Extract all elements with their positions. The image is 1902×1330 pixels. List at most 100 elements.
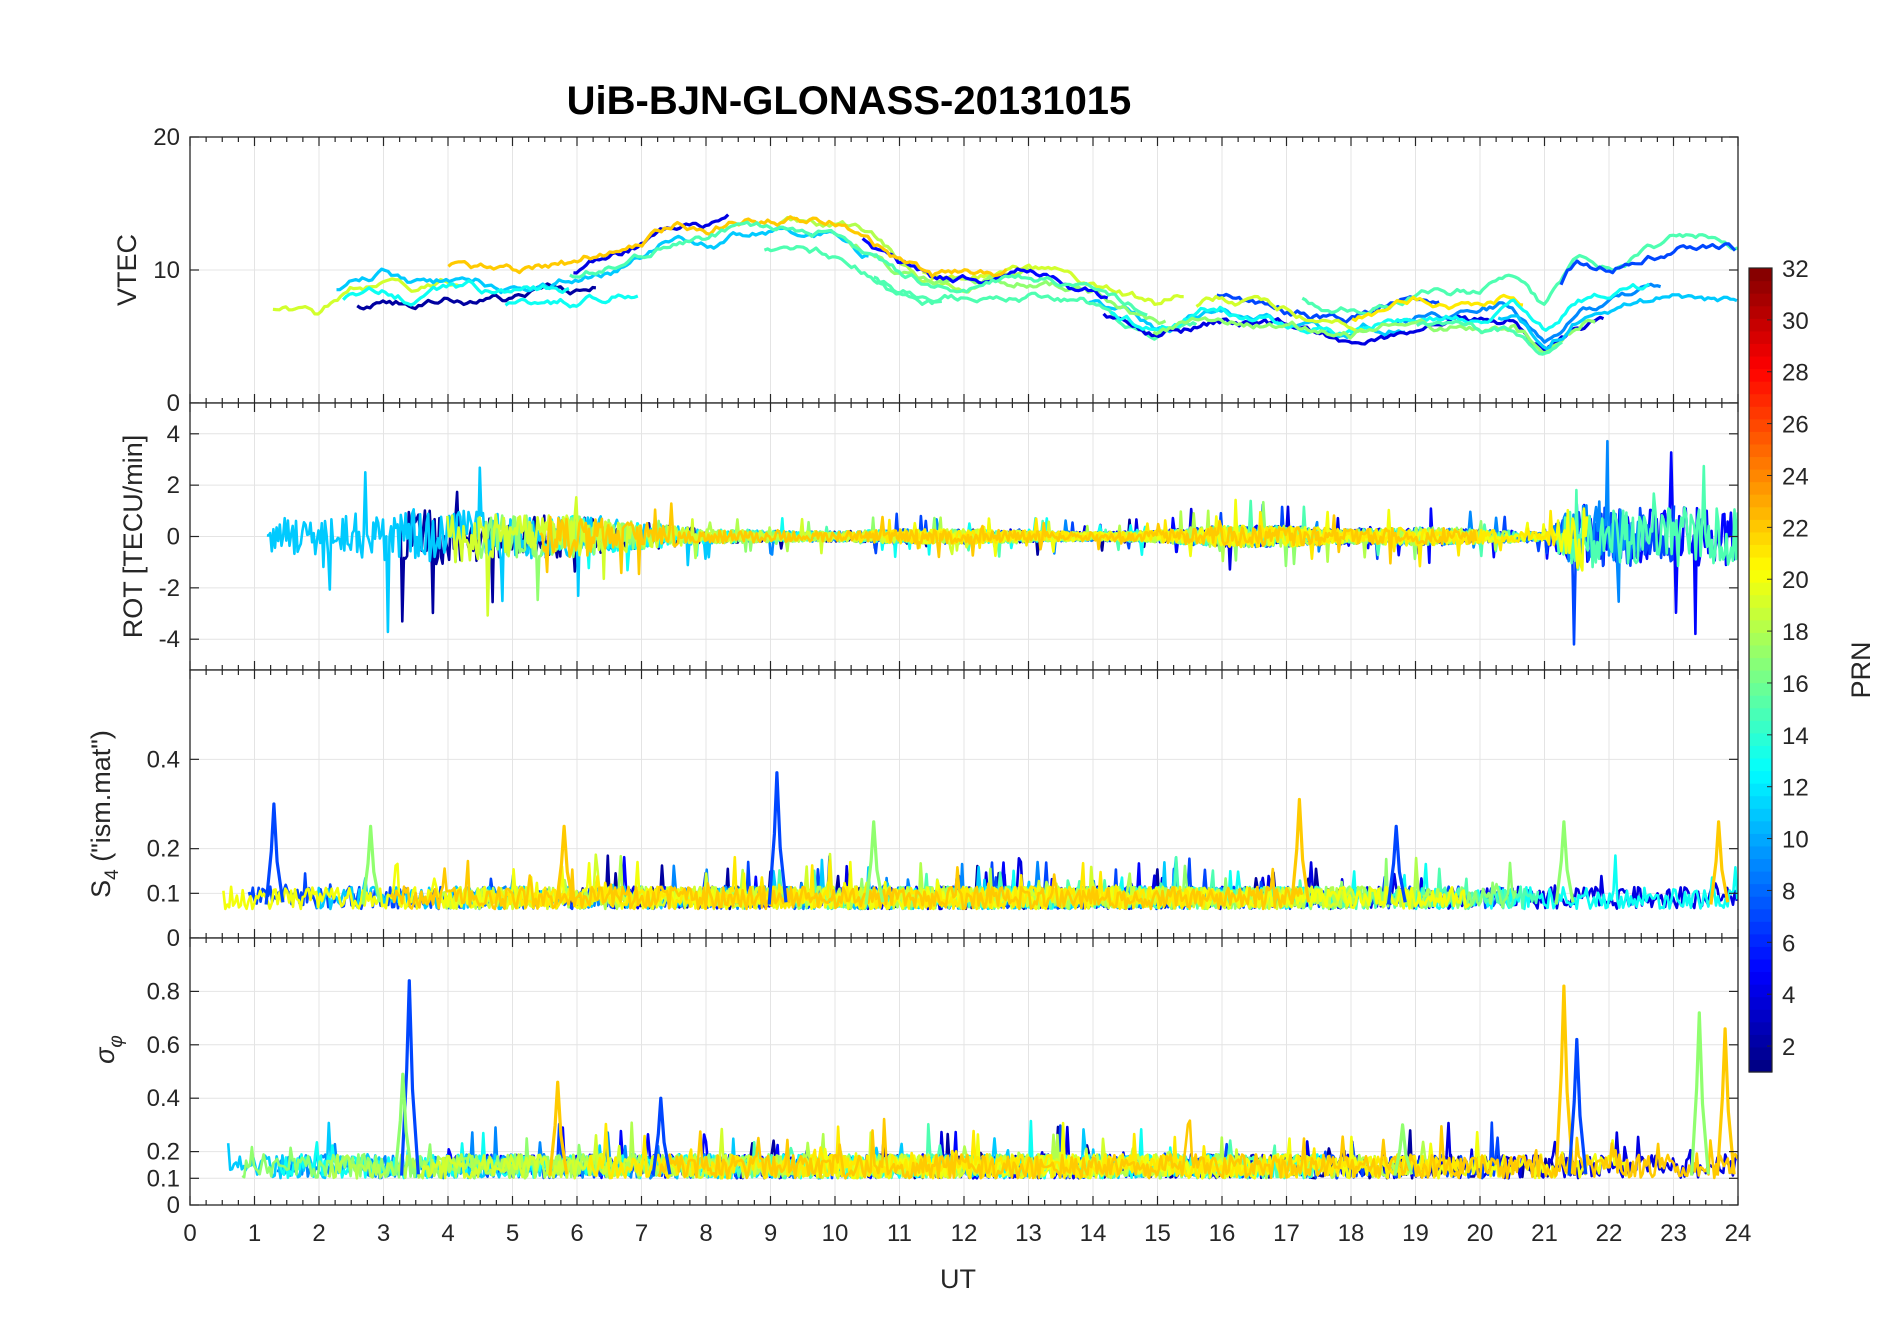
y-tick-label: 0.1	[147, 1165, 180, 1192]
panel-2: -4 -2 0 2 4 ROT [TECU/min]	[118, 402, 1739, 671]
colorbar-tick-label: 30	[1782, 308, 1809, 335]
colorbar-segment	[1749, 293, 1772, 307]
tick-marks	[189, 938, 1739, 1206]
vtec-trace	[342, 279, 570, 307]
x-tick-label: 11	[887, 1220, 912, 1247]
y-axis-label: σφ	[90, 1035, 127, 1064]
y-axis-label: ROT [TECU/min]	[118, 435, 148, 639]
colorbar-segment	[1749, 318, 1772, 332]
y-axis-label: VTEC	[112, 234, 142, 306]
colorbar-segment	[1749, 506, 1772, 520]
y-tick-label: 0	[167, 390, 180, 417]
colorbar-segment	[1749, 808, 1772, 822]
x-tick-labels: 0 1 2 3 4 5 6 7 8 9 10 11 12 13 14 15 16 17 18 19 20 21 22 23 24	[183, 1220, 1751, 1247]
x-tick-label: 12	[951, 1220, 978, 1247]
colorbar-segment	[1749, 745, 1772, 759]
peak-trace	[1567, 1037, 1588, 1176]
x-tick-label: 14	[1080, 1220, 1107, 1247]
peak-trace	[1554, 984, 1575, 1176]
colorbar-segment	[1749, 833, 1772, 847]
colorbar-segment	[1749, 984, 1772, 998]
colorbar-segment	[1749, 431, 1772, 445]
s4-trace	[389, 859, 1304, 911]
colorbar-segment	[1749, 921, 1772, 935]
colorbar-segment	[1749, 481, 1772, 495]
y-tick-label: 20	[153, 124, 180, 151]
traces	[272, 213, 1738, 356]
colorbar-segment	[1749, 443, 1772, 458]
x-axis-label: UT	[940, 1264, 976, 1294]
colorbar-segment	[1749, 732, 1772, 746]
vtec-trace	[447, 215, 1008, 279]
colorbar-segment	[1749, 795, 1772, 809]
y-tick-label: 0.4	[147, 1085, 180, 1112]
y-tick-label: 0.2	[147, 836, 180, 863]
colorbar-tick-label: 2	[1782, 1034, 1795, 1061]
x-tick-label: 7	[635, 1220, 648, 1247]
colorbar-segment	[1749, 896, 1772, 910]
colorbar-frame	[1748, 267, 1773, 1073]
peak-trace	[767, 771, 788, 905]
colorbar-segment	[1749, 845, 1772, 860]
colorbar-tick-label: 12	[1782, 775, 1809, 802]
colorbar-segment	[1749, 657, 1772, 671]
colorbar-segment	[1749, 670, 1772, 684]
y-tick-label: 0	[167, 925, 180, 952]
colorbar-segment	[1749, 1034, 1772, 1048]
x-tick-label: 4	[441, 1220, 454, 1247]
colorbar-segment	[1749, 556, 1772, 571]
vtec-trace	[569, 220, 1148, 317]
colorbar-segment	[1749, 343, 1772, 357]
colorbar-segment	[1749, 996, 1772, 1010]
y-tick-label: 4	[167, 421, 180, 448]
colorbar-segment	[1749, 695, 1772, 709]
panel-1: 0 10 20 VTEC	[112, 124, 1739, 417]
peak-trace	[1393, 1123, 1414, 1176]
colorbar-tick-label: 28	[1782, 360, 1809, 387]
vtec-trace	[763, 245, 942, 304]
colorbar-segment	[1749, 682, 1772, 696]
x-tick-label: 13	[1015, 1220, 1042, 1247]
rot-trace	[539, 502, 1478, 576]
colorbar-segment	[1749, 368, 1772, 382]
colorbar-tick-label: 32	[1782, 256, 1809, 283]
x-tick-label: 24	[1725, 1220, 1752, 1247]
colorbar-segment	[1749, 883, 1772, 897]
x-tick-label: 0	[183, 1220, 196, 1247]
colorbar-segment	[1749, 268, 1772, 282]
peak-trace	[1386, 824, 1407, 905]
colorbar-segment	[1749, 393, 1772, 407]
panel-4: 00.10.2 0.4 0.6 0.8 σφ	[90, 937, 1739, 1219]
colorbar-segment	[1749, 330, 1772, 344]
colorbar-tick-label: 10	[1782, 827, 1809, 854]
x-tick-label: 8	[699, 1220, 712, 1247]
colorbar-segment	[1749, 280, 1772, 294]
vtec-trace	[1102, 312, 1605, 353]
peak-trace	[393, 1072, 414, 1176]
vtec-trace	[1301, 232, 1738, 316]
colorbar-segment	[1749, 908, 1772, 922]
colorbar-segment	[1749, 1009, 1772, 1023]
colorbar-tick-label: 6	[1782, 930, 1795, 957]
colorbar-segment	[1749, 406, 1772, 420]
x-tick-label: 18	[1338, 1220, 1365, 1247]
peak-trace	[1690, 1011, 1710, 1176]
colorbar-label: PRN	[1846, 641, 1876, 698]
x-tick-label: 3	[377, 1220, 390, 1247]
colorbar-segment	[1749, 971, 1772, 985]
colorbar-segment	[1749, 519, 1772, 533]
vtec-trace	[1497, 293, 1738, 351]
colorbar-tick-label: 4	[1782, 982, 1795, 1009]
x-tick-label: 2	[312, 1220, 325, 1247]
colorbar-segment	[1749, 619, 1772, 633]
x-tick-label: 5	[506, 1220, 519, 1247]
x-tick-label: 21	[1531, 1220, 1558, 1247]
y-tick-label: 0.6	[147, 1032, 180, 1059]
colorbar-segment	[1749, 544, 1772, 558]
y-axis-label: S4 ("ism.mat")	[86, 730, 123, 898]
traces	[222, 771, 1738, 911]
colorbar-segment	[1749, 355, 1772, 370]
peak-trace	[361, 824, 382, 905]
